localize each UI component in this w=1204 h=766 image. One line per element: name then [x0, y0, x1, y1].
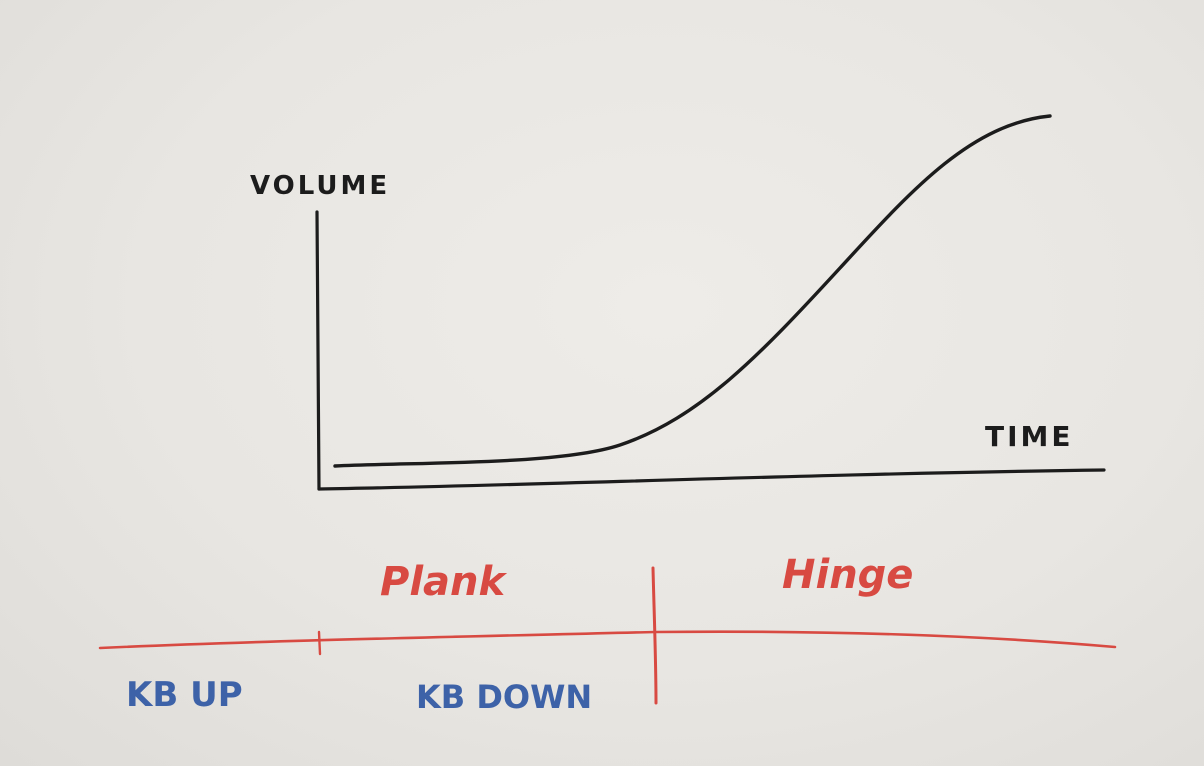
x-axis — [317, 468, 1106, 491]
segment-label-kb-down: KB DOWN — [416, 678, 592, 716]
timeline-tick — [317, 630, 322, 656]
timeline-line — [98, 630, 1117, 650]
phase-label-hinge: Hinge — [782, 552, 913, 598]
x-axis-label: TIME — [985, 420, 1074, 453]
y-axis — [315, 210, 321, 491]
phase-label-plank: Plank — [380, 559, 507, 605]
y-axis-label: VOLUME — [250, 171, 390, 201]
volume-growth-curve — [333, 114, 1052, 468]
segment-label-kb-up: KB UP — [126, 675, 243, 715]
phase-divider — [651, 566, 658, 705]
